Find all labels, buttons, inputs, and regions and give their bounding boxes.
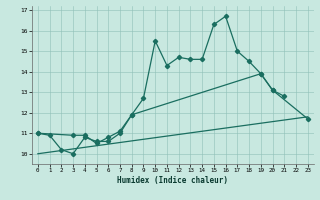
X-axis label: Humidex (Indice chaleur): Humidex (Indice chaleur) xyxy=(117,176,228,185)
